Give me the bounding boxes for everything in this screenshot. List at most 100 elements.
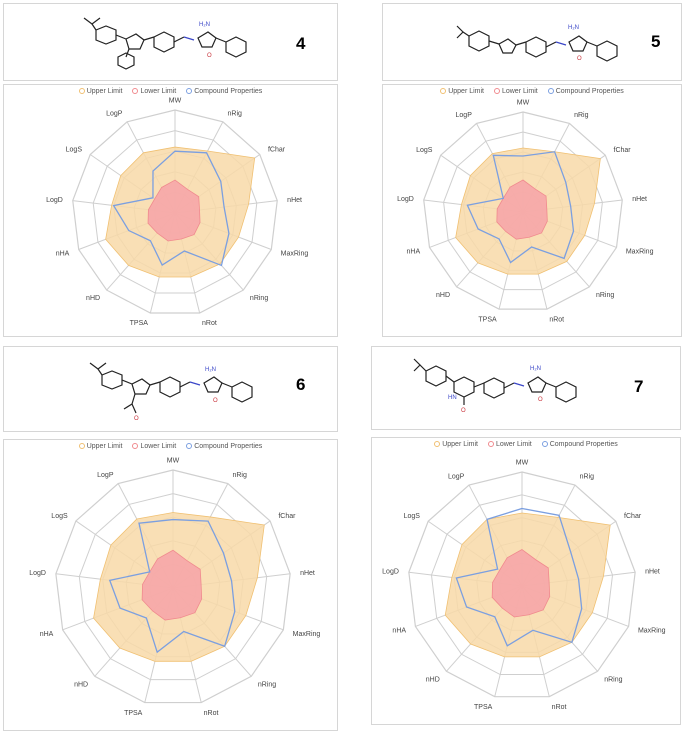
axis-label: nHD — [74, 681, 88, 688]
grid-ring — [408, 471, 636, 698]
radar-chart-6: MW nRig fChar nHet MaxRing nRing nRot TPSA nHD nH… — [29, 458, 320, 717]
legend-compound[interactable]: Compound Properties — [541, 441, 618, 448]
legend-label: Lower Limit — [140, 443, 177, 450]
legend-lower[interactable]: Lower Limit — [132, 443, 176, 450]
upper-limit-swatch — [434, 441, 441, 447]
axis-label: nRot — [549, 316, 564, 323]
axis-label: nHD — [436, 292, 450, 299]
compound-swatch — [547, 88, 554, 94]
structure-box-5: H₂N O 5 — [382, 3, 682, 81]
axis-label: nRot — [552, 704, 567, 711]
compound-number-label: 6 — [296, 375, 306, 394]
axis-label: nHet — [645, 569, 660, 576]
legend-upper[interactable]: Upper Limit — [434, 441, 478, 448]
svg-text:HN: HN — [448, 395, 457, 401]
axis-label: nRing — [596, 292, 614, 299]
legend-label: Compound Properties — [194, 88, 263, 95]
axis-label: nHD — [86, 295, 100, 302]
axis-label: nRot — [204, 710, 219, 717]
axis-label: nHet — [632, 196, 647, 203]
grid-ring — [55, 469, 291, 704]
compound-number-label: 7 — [634, 377, 644, 396]
axis-label: nHA — [56, 251, 70, 258]
axis-label: LogS — [404, 513, 421, 520]
lower-limit-swatch — [493, 88, 500, 94]
molecule-structure-7: H₂N HN O O — [413, 358, 577, 414]
svg-text:O: O — [538, 397, 543, 403]
svg-text:H₂N: H₂N — [568, 25, 579, 31]
axis-label: nHet — [287, 197, 302, 204]
axis-label: nRig — [574, 112, 589, 119]
axis-label: LogP — [448, 474, 465, 481]
axis-label: LogD — [29, 570, 46, 577]
radar-panel-4: Upper Limit Lower Limit Compound Propert… — [3, 84, 338, 337]
axis-label: nRing — [250, 295, 268, 302]
upper-limit-swatch — [78, 88, 85, 94]
legend-compound[interactable]: Compound Properties — [186, 88, 262, 95]
svg-text:O: O — [134, 416, 139, 422]
axis-label: nRing — [258, 681, 276, 688]
molecule-structure-5: H₂N O — [456, 25, 618, 62]
axis-label: fChar — [614, 147, 632, 154]
axis-label: fChar — [268, 146, 286, 153]
compound-properties-line — [455, 507, 583, 647]
radar-chart-5: MW nRig fChar nHet MaxRing nRing nRot TPSA nHD nH… — [397, 100, 654, 324]
legend-lower[interactable]: Lower Limit — [487, 441, 532, 448]
upper-limit-swatch — [78, 443, 85, 449]
axis-label: MW — [516, 460, 529, 467]
legend-label: Compound Properties — [194, 443, 263, 450]
legend: Upper Limit Lower Limit Compound Propert… — [4, 443, 337, 450]
axis-label: LogD — [397, 196, 414, 203]
axis-label: TPSA — [130, 320, 149, 327]
legend-label: Upper Limit — [442, 441, 478, 448]
radar-panel-6: Upper Limit Lower Limit Compound Propert… — [3, 439, 338, 731]
axis-label: fChar — [278, 513, 296, 520]
compound-properties-line — [466, 151, 575, 264]
molecule-structure-4: H₂N O — [83, 17, 247, 70]
svg-text:H₂N: H₂N — [530, 366, 541, 372]
axis-label: LogS — [66, 146, 83, 153]
legend-compound[interactable]: Compound Properties — [186, 443, 262, 450]
lower-limit-area — [491, 549, 551, 618]
legend-upper[interactable]: Upper Limit — [440, 88, 484, 95]
compound-number-label: 5 — [651, 32, 661, 51]
svg-text:H₂N: H₂N — [199, 22, 210, 28]
legend-label: Lower Limit — [501, 88, 538, 95]
axis-label: nRig — [232, 472, 247, 479]
axis-label: TPSA — [474, 704, 493, 711]
axis-label: LogP — [106, 110, 123, 117]
axis-label: LogS — [416, 147, 433, 154]
axis-label: LogP — [97, 472, 114, 479]
lower-limit-swatch — [132, 443, 139, 449]
axis-label: nHet — [300, 570, 315, 577]
legend-compound[interactable]: Compound Properties — [547, 88, 624, 95]
svg-text:O: O — [577, 56, 582, 62]
legend-upper[interactable]: Upper Limit — [78, 443, 123, 450]
grid-ring — [423, 111, 623, 310]
legend-label: Compound Properties — [549, 441, 618, 448]
axis-label: LogD — [382, 569, 399, 576]
legend-upper[interactable]: Upper Limit — [78, 88, 123, 95]
legend: Upper Limit Lower Limit Compound Propert… — [372, 441, 680, 448]
legend-lower[interactable]: Lower Limit — [493, 88, 538, 95]
legend-label: Compound Properties — [555, 88, 624, 95]
legend-label: Upper Limit — [448, 88, 484, 95]
compound-properties-line — [108, 518, 236, 654]
legend-lower[interactable]: Lower Limit — [132, 88, 176, 95]
legend: Upper Limit Lower Limit Compound Propert… — [4, 88, 337, 95]
axis-label: MW — [167, 458, 180, 465]
axis-label: MW — [169, 98, 182, 105]
axis-label: TPSA — [478, 316, 497, 323]
radar-panel-5: Upper Limit Lower Limit Compound Propert… — [382, 84, 682, 337]
compound-properties-line — [112, 150, 230, 267]
axis-label: LogS — [51, 513, 68, 520]
lower-limit-swatch — [132, 88, 139, 94]
svg-text:O: O — [461, 408, 466, 414]
compound-swatch — [186, 88, 193, 94]
structure-box-7: H₂N HN O O 7 — [371, 346, 681, 430]
svg-text:O: O — [213, 398, 218, 404]
lower-limit-swatch — [487, 441, 494, 447]
lower-limit-area — [147, 179, 201, 242]
axis-label: nRig — [228, 110, 243, 117]
axis-label: nRing — [604, 676, 622, 683]
